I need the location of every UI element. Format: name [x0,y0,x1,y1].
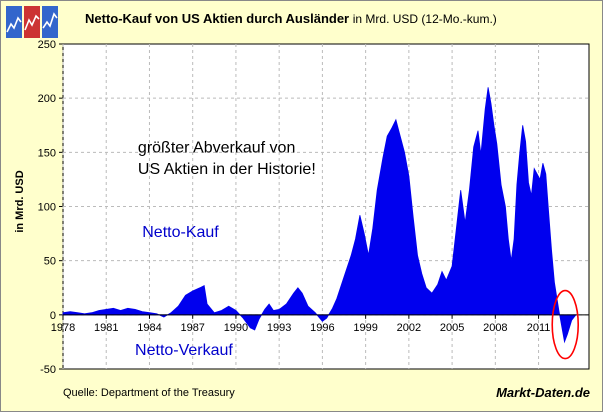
highlight-ellipse [551,289,580,360]
y-axis-label: in Mrd. USD [14,170,26,232]
y-tick-label: 50 [44,256,56,268]
source-note: Quelle: Department of the Treasury [63,387,235,399]
y-tick-label: 200 [38,93,56,105]
x-tick-label: 1984 [137,322,161,334]
x-tick-label: 2005 [440,322,464,334]
chart-title-sub: in Mrd. USD (12-Mo.-kum.) [352,12,497,26]
x-tick-label: 1990 [224,322,248,334]
annotation-text: größter Abverkauf von [138,139,295,156]
netto-kauf-label: Netto-Kauf [142,224,219,241]
x-tick-label: 2008 [483,322,507,334]
brand-label: Markt-Daten.de [496,385,590,400]
x-tick-label: 1978 [51,322,75,334]
y-tick-label: -50 [40,364,56,376]
annotation-text: US Aktien in der Historie! [138,161,316,178]
x-tick-label: 1993 [267,322,291,334]
x-tick-label: 1999 [353,322,377,334]
x-tick-label: 2002 [397,322,421,334]
netto-verkauf-label: Netto-Verkauf [135,342,233,359]
logo-icon [6,6,58,38]
y-tick-label: 0 [50,310,56,322]
series-area [62,87,577,344]
y-tick-label: 150 [38,147,56,159]
x-tick-label: 2011 [527,322,551,334]
y-tick-label: 100 [38,202,56,214]
x-tick-label: 1987 [180,322,204,334]
chart-title: Netto-Kauf von US Aktien durch Ausländer… [85,11,497,26]
x-tick-label: 1996 [310,322,334,334]
x-tick-label: 1981 [94,322,118,334]
y-tick-label: 250 [38,39,56,51]
chart-title-main: Netto-Kauf von US Aktien durch Ausländer [85,11,350,26]
